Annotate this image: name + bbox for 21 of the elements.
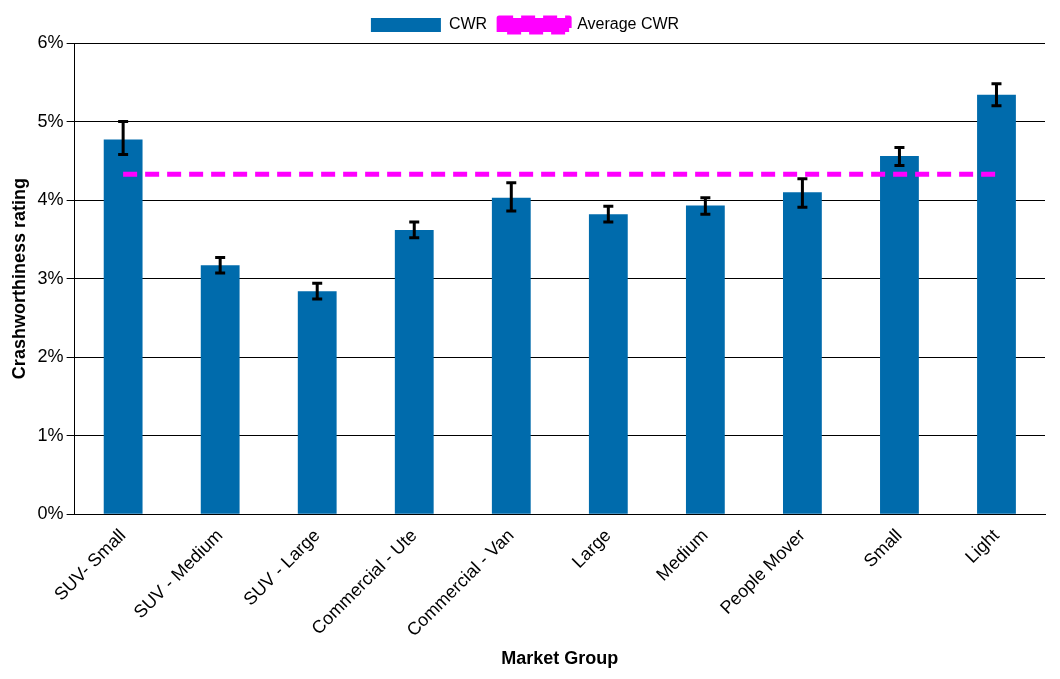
legend-label: CWR	[448, 15, 488, 33]
x-axis-title: Market Group	[501, 648, 619, 669]
y-tick-label: 6%	[37, 31, 64, 52]
y-axis-title: Crashworthiness rating	[8, 178, 29, 380]
bar	[977, 94, 1016, 514]
bar	[394, 229, 434, 514]
y-tick-label: 5%	[37, 110, 64, 131]
y-tick-label: 2%	[37, 346, 64, 367]
bar	[491, 197, 531, 514]
bar	[685, 205, 725, 514]
y-tick-label: 1%	[37, 424, 64, 445]
bar	[783, 192, 822, 514]
bar	[200, 265, 240, 514]
y-tick-label: 3%	[37, 267, 64, 288]
legend-label: Average CWR	[577, 15, 680, 33]
bar	[588, 214, 628, 514]
bar	[880, 156, 919, 514]
y-tick-label: 0%	[37, 503, 64, 524]
bar	[297, 291, 337, 514]
y-tick-label: 4%	[37, 189, 64, 210]
bar	[103, 139, 143, 514]
